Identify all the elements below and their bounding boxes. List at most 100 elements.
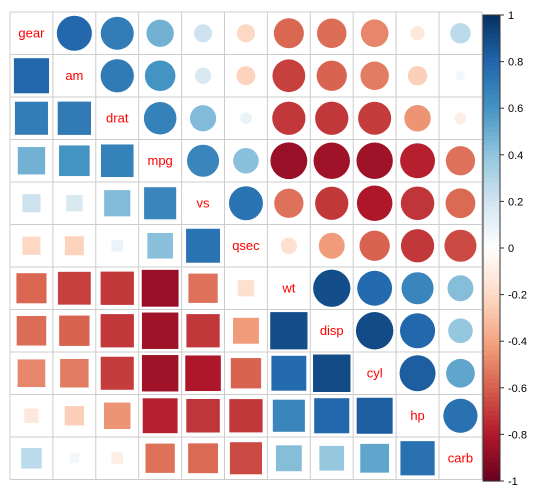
- colorbar-segment: [483, 322, 500, 328]
- colorbar-segment: [483, 313, 500, 319]
- colorbar-segment: [483, 52, 500, 58]
- colorbar-segment: [483, 131, 500, 137]
- colorbar-segment: [483, 140, 500, 147]
- colorbar-segment: [483, 154, 500, 161]
- corr-circle-vs-carb: [445, 188, 476, 219]
- colorbar-segment: [483, 145, 500, 151]
- corr-circle-gear-mpg: [146, 19, 174, 47]
- corr-circle-vs-hp: [400, 186, 435, 221]
- corr-square-cyl-am: [60, 359, 89, 388]
- corr-square-drat-gear: [14, 101, 48, 135]
- colorbar-segment: [483, 397, 500, 403]
- corr-square-wt-drat: [100, 271, 134, 305]
- corr-circle-disp-hp: [399, 313, 436, 349]
- corr-square-vs-mpg: [144, 187, 177, 220]
- corr-circle-drat-cyl: [358, 101, 392, 135]
- colorbar-segment: [483, 434, 500, 440]
- matrix-grid: [9, 11, 483, 480]
- colorbar-segment: [483, 373, 500, 380]
- corr-square-disp-drat: [100, 314, 134, 348]
- colorbar-tick-label: 0.4: [508, 150, 523, 162]
- colorbar-segment: [483, 369, 500, 375]
- corr-square-qsec-mpg: [147, 232, 173, 259]
- corr-circle-vs-qsec: [228, 186, 263, 221]
- colorbar-segment: [483, 117, 500, 123]
- corr-circle-qsec-cyl: [359, 230, 390, 261]
- colorbar-segment: [483, 415, 500, 422]
- colorbar-segment: [483, 257, 500, 263]
- corr-circle-qsec-carb: [444, 229, 477, 262]
- corr-square-disp-mpg: [141, 312, 179, 349]
- corr-square-drat-am: [57, 101, 91, 135]
- corr-square-carb-qsec: [229, 442, 262, 475]
- colorbar-tick-label: 0.6: [508, 103, 523, 115]
- corr-square-mpg-drat: [100, 144, 134, 178]
- colorbar-segment: [483, 70, 500, 77]
- colorbar-segment: [483, 266, 500, 272]
- colorbar-segment: [483, 299, 500, 305]
- corr-circle-wt-hp: [401, 272, 434, 305]
- colorbar-segment: [483, 196, 500, 202]
- corr-square-hp-wt: [272, 399, 305, 432]
- colorbar-segment: [483, 453, 500, 459]
- corr-circle-gear-am: [56, 15, 92, 51]
- colorbar-segment: [483, 206, 500, 212]
- colorbar-segment: [483, 285, 500, 291]
- colorbar-segment: [483, 42, 500, 49]
- colorbar-segment: [483, 178, 500, 184]
- corr-circle-gear-disp: [316, 18, 347, 49]
- colorbar-tick-label: 1: [508, 10, 514, 22]
- colorbar-segment: [483, 168, 500, 175]
- colorbar-segment: [483, 159, 500, 165]
- corr-circle-gear-wt: [273, 18, 304, 49]
- corr-square-cyl-qsec: [230, 358, 262, 389]
- colorbar-segment: [483, 56, 500, 63]
- variable-label-am: am: [65, 68, 83, 83]
- corr-square-qsec-vs: [186, 228, 221, 263]
- corr-square-hp-mpg: [142, 398, 178, 434]
- corr-circle-am-drat: [100, 59, 134, 93]
- variable-label-drat: drat: [106, 110, 129, 125]
- corr-circle-mpg-carb: [445, 146, 476, 176]
- corr-circle-am-mpg: [144, 60, 176, 92]
- colorbar-segment: [483, 406, 500, 412]
- colorbar-ticks: 1 0.8 0.6 0.4 0.2 0 -0.2 -0.4 -0.6 -0.8 -1: [500, 10, 527, 488]
- corr-circle-wt-disp: [313, 269, 351, 307]
- colorbar-segment: [483, 457, 500, 463]
- colorbar-segment: [483, 378, 500, 384]
- colorbar-segment: [483, 471, 500, 477]
- colorbar-segment: [483, 336, 500, 342]
- colorbar-segment: [483, 294, 500, 300]
- corr-square-cyl-disp: [313, 354, 351, 392]
- corr-circle-qsec-hp: [400, 229, 435, 263]
- variable-label-disp: disp: [320, 323, 344, 338]
- colorbar: [482, 14, 501, 482]
- variable-label-vs: vs: [197, 195, 211, 210]
- corr-circle-hp-carb: [443, 398, 478, 433]
- colorbar-segment: [483, 327, 500, 333]
- colorbar-segment: [483, 173, 500, 179]
- corr-circle-gear-hp: [410, 26, 425, 41]
- corr-circle-am-vs: [194, 67, 212, 84]
- corr-square-wt-qsec: [237, 280, 255, 297]
- colorbar-tick-label: 0: [508, 243, 514, 255]
- colorbar-segment: [483, 308, 500, 314]
- corr-circle-mpg-qsec: [233, 147, 259, 174]
- colorbar-segment: [483, 359, 500, 366]
- colorbar-segment: [483, 94, 500, 100]
- corr-circle-qsec-disp: [318, 232, 345, 259]
- colorbar-segment: [483, 28, 500, 35]
- colorbar-segment: [483, 164, 500, 170]
- variable-label-wt: wt: [281, 280, 295, 295]
- corr-square-carb-mpg: [145, 443, 175, 473]
- colorbar-segment: [483, 303, 500, 310]
- corr-square-mpg-am: [59, 145, 90, 177]
- corr-square-am-gear: [13, 58, 50, 94]
- colorbar-segment: [483, 280, 500, 286]
- corr-circle-am-carb: [455, 70, 466, 81]
- colorbar-segment: [483, 467, 500, 473]
- corr-circle-cyl-carb: [446, 358, 475, 388]
- colorbar-segment: [483, 275, 500, 282]
- variable-label-mpg: mpg: [148, 153, 173, 168]
- colorbar-segment: [483, 98, 500, 105]
